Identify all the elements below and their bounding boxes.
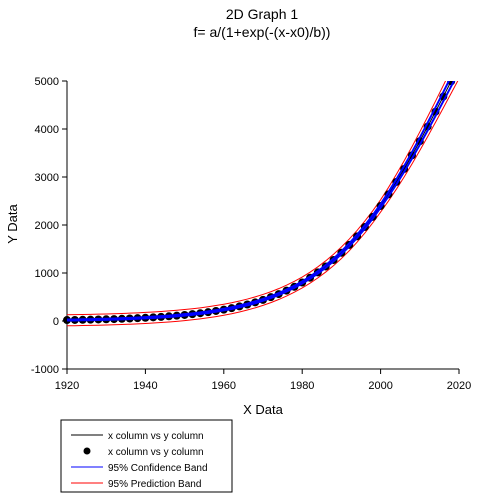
legend-label: 95% Confidence Band — [108, 463, 208, 474]
confidence-band-lower — [66, 81, 456, 322]
fit-line — [66, 81, 452, 321]
plot-area: 1920 1940 1960 1980 2000 2020 -1000 0 1000 2000 30… — [31, 62, 471, 392]
legend-marker — [83, 447, 91, 455]
x-tick-label: 1980 — [290, 380, 314, 392]
prediction-band-lower — [66, 81, 459, 327]
y-tick-label: -1000 — [31, 364, 59, 376]
y-axis-label: Y Data — [5, 203, 20, 243]
x-tick-label: 2020 — [447, 380, 471, 392]
y-tick-label: 4000 — [35, 124, 59, 136]
y-tick-label: 0 — [53, 316, 59, 328]
x-axis-label: X Data — [243, 402, 284, 417]
legend-label: x column vs y column — [108, 447, 204, 458]
x-tick-label: 1940 — [133, 380, 157, 392]
y-tick-label: 1000 — [35, 268, 59, 280]
chart-subtitle: f= a/(1+exp(-(x-x0)/b)) — [194, 24, 331, 40]
y-tick-label: 2000 — [35, 220, 59, 232]
x-tick-label: 1960 — [212, 380, 236, 392]
confidence-band-upper — [66, 81, 450, 321]
data-point — [455, 62, 463, 70]
legend: x column vs y column x column vs y column… — [60, 419, 233, 493]
chart-title: 2D Graph 1 — [226, 6, 299, 22]
plot-data — [63, 62, 463, 327]
y-tick-label: 3000 — [35, 172, 59, 184]
x-tick-label: 2000 — [368, 380, 392, 392]
y-tick-label: 5000 — [35, 76, 59, 88]
legend-frame — [60, 419, 233, 493]
prediction-band-upper — [66, 81, 447, 316]
x-tick-label: 1920 — [55, 380, 79, 392]
legend-label: 95% Prediction Band — [108, 479, 201, 490]
legend-label: x column vs y column — [108, 431, 204, 442]
